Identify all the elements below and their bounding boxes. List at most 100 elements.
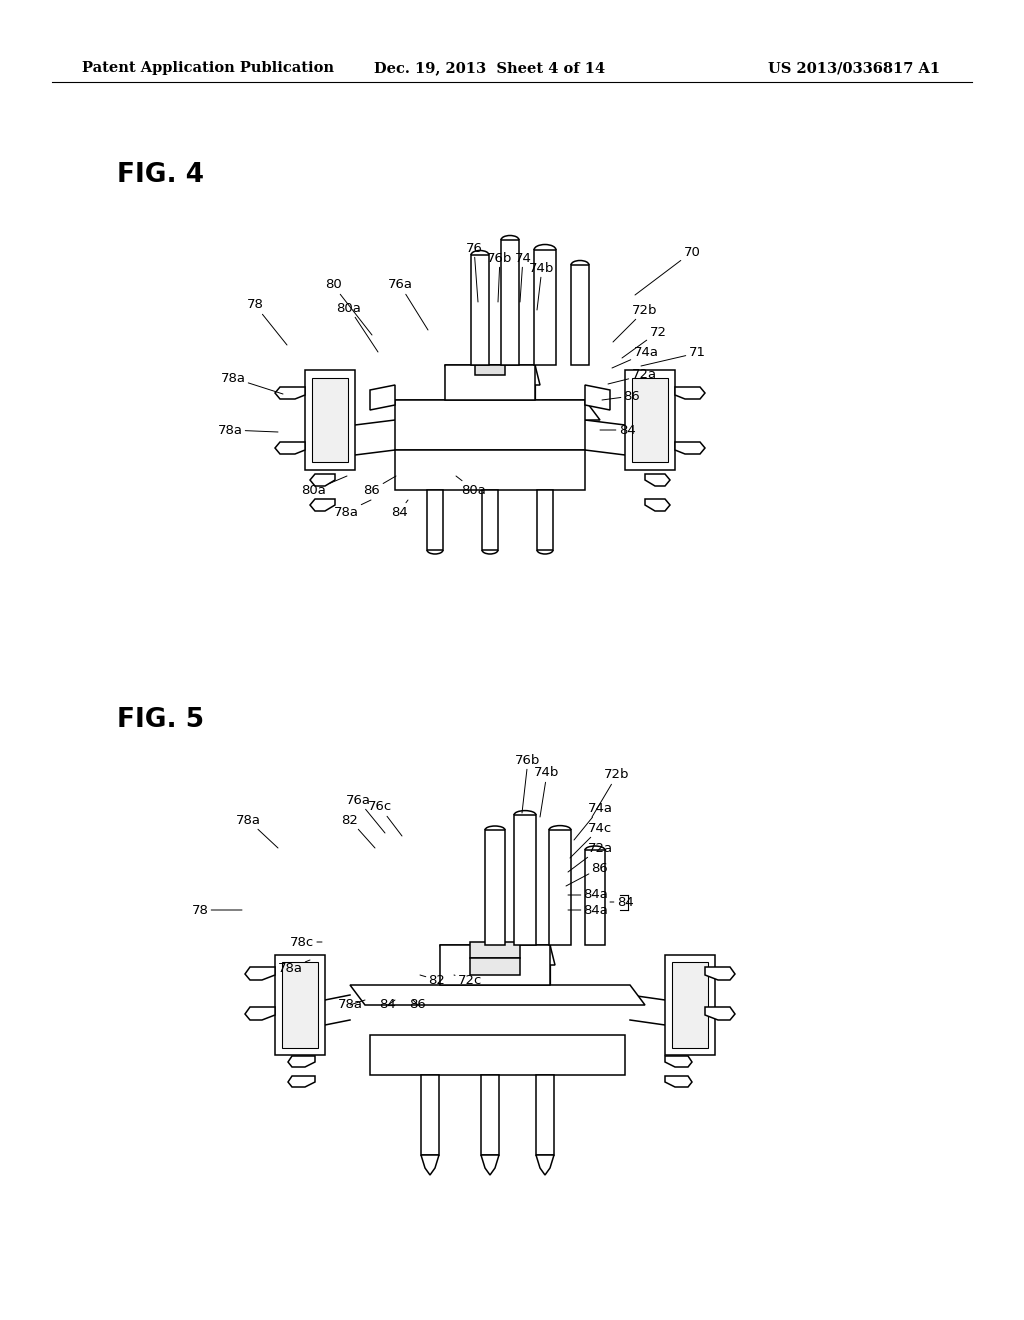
Polygon shape (536, 1074, 554, 1155)
Polygon shape (288, 1056, 315, 1067)
Text: 76a: 76a (345, 793, 385, 833)
Polygon shape (705, 1007, 735, 1020)
Polygon shape (312, 378, 348, 462)
Text: 72a: 72a (568, 842, 612, 873)
Text: 76: 76 (466, 242, 482, 302)
Text: US 2013/0336817 A1: US 2013/0336817 A1 (768, 61, 940, 75)
Text: 71: 71 (641, 346, 706, 366)
Polygon shape (665, 1056, 692, 1067)
Text: 74a: 74a (612, 346, 658, 368)
Polygon shape (305, 370, 355, 470)
Text: 78a: 78a (220, 371, 283, 393)
Text: 84a: 84a (568, 888, 608, 902)
Polygon shape (445, 366, 540, 385)
Polygon shape (427, 490, 443, 550)
Text: 84: 84 (600, 424, 635, 437)
Text: 78c: 78c (290, 936, 322, 949)
Polygon shape (475, 366, 505, 375)
Text: 78: 78 (247, 298, 287, 345)
Text: 78a: 78a (278, 960, 310, 974)
Text: 76a: 76a (387, 279, 428, 330)
Polygon shape (665, 954, 715, 1055)
Polygon shape (549, 830, 571, 945)
Polygon shape (585, 850, 605, 945)
Text: 82: 82 (420, 974, 445, 986)
Text: 86: 86 (410, 998, 426, 1011)
Text: FIG. 5: FIG. 5 (117, 708, 204, 733)
Text: 70: 70 (635, 246, 700, 294)
Text: 82: 82 (342, 813, 375, 847)
Text: 74b: 74b (529, 261, 555, 310)
Polygon shape (705, 968, 735, 979)
Polygon shape (625, 370, 675, 470)
Polygon shape (672, 962, 708, 1048)
Polygon shape (310, 499, 335, 511)
Text: 74b: 74b (535, 767, 560, 817)
Polygon shape (537, 490, 553, 550)
Polygon shape (481, 1074, 499, 1155)
Text: 74: 74 (515, 252, 531, 302)
Text: 80: 80 (325, 279, 372, 335)
Text: 72b: 72b (613, 304, 657, 342)
Polygon shape (245, 968, 275, 979)
Polygon shape (471, 255, 489, 366)
Polygon shape (245, 1007, 275, 1020)
Polygon shape (282, 962, 318, 1048)
Polygon shape (632, 378, 668, 462)
Polygon shape (470, 958, 520, 975)
Polygon shape (445, 366, 535, 400)
Text: 74a: 74a (574, 801, 612, 840)
Polygon shape (288, 1076, 315, 1086)
Text: 80a: 80a (456, 477, 486, 496)
Polygon shape (536, 1155, 554, 1175)
Polygon shape (485, 830, 505, 945)
Polygon shape (370, 385, 395, 411)
Text: 74c: 74c (570, 821, 612, 858)
Polygon shape (421, 1155, 439, 1175)
Polygon shape (481, 1155, 499, 1175)
Text: 76c: 76c (368, 800, 402, 836)
Text: 78a: 78a (334, 500, 371, 519)
Polygon shape (370, 1035, 625, 1074)
Polygon shape (350, 985, 645, 1005)
Polygon shape (440, 945, 555, 965)
Polygon shape (514, 814, 536, 945)
Text: 78: 78 (191, 903, 242, 916)
Text: 72c: 72c (454, 974, 482, 986)
Polygon shape (470, 942, 520, 958)
Polygon shape (665, 1076, 692, 1086)
Text: Dec. 19, 2013  Sheet 4 of 14: Dec. 19, 2013 Sheet 4 of 14 (375, 61, 605, 75)
Polygon shape (395, 400, 585, 450)
Polygon shape (440, 945, 550, 985)
Text: 86: 86 (602, 389, 640, 403)
Text: 84: 84 (380, 998, 396, 1011)
Polygon shape (395, 400, 600, 420)
Polygon shape (675, 387, 705, 399)
Polygon shape (482, 490, 498, 550)
Polygon shape (310, 474, 335, 486)
Text: 84a: 84a (568, 903, 608, 916)
Text: 84: 84 (610, 895, 634, 908)
Polygon shape (275, 387, 305, 399)
Text: 78a: 78a (217, 424, 278, 437)
Polygon shape (645, 474, 670, 486)
Text: 72a: 72a (608, 368, 656, 384)
Polygon shape (395, 450, 585, 490)
Text: 78a: 78a (236, 813, 278, 847)
Polygon shape (421, 1074, 439, 1155)
Text: 84: 84 (390, 500, 408, 519)
Text: 78a: 78a (338, 998, 365, 1011)
Text: 76b: 76b (515, 754, 541, 813)
Text: 86: 86 (566, 862, 608, 886)
Text: Patent Application Publication: Patent Application Publication (82, 61, 334, 75)
Polygon shape (645, 499, 670, 511)
Polygon shape (675, 442, 705, 454)
Polygon shape (501, 240, 519, 366)
Text: 76b: 76b (487, 252, 513, 302)
Polygon shape (585, 385, 610, 411)
Polygon shape (275, 954, 325, 1055)
Polygon shape (534, 249, 556, 366)
Text: 80a: 80a (301, 477, 347, 496)
Polygon shape (571, 265, 589, 366)
Polygon shape (275, 442, 305, 454)
